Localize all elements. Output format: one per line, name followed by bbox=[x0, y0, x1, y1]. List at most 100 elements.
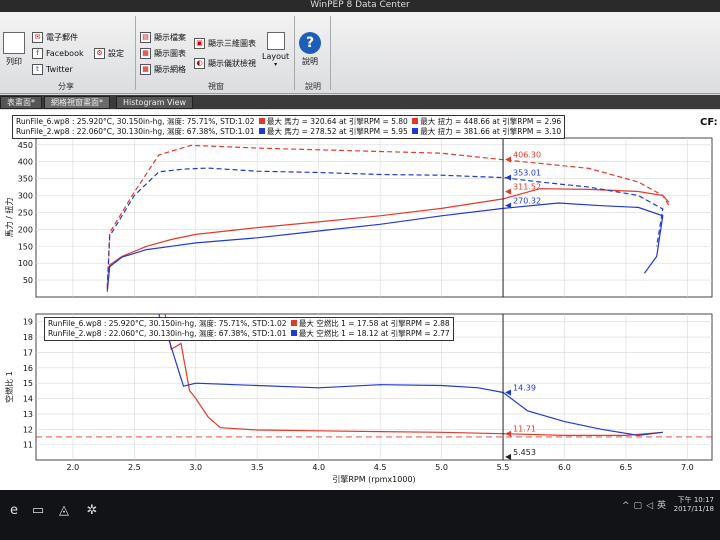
y-tick-label: 11 bbox=[23, 441, 33, 450]
x-axis-label: 引擎RPM (rpmx1000) bbox=[332, 474, 415, 484]
y-tick-label: 15 bbox=[23, 379, 33, 388]
clock[interactable]: 下午 10:17 2017/11/18 bbox=[674, 496, 714, 514]
cf-label: CF: bbox=[700, 117, 718, 128]
dyno-charts[interactable]: 50 100 150 200 250 300 350 400 450 馬力 / 扭力 406.30 3… bbox=[0, 110, 720, 490]
legend-row-run6: RunFile_6.wp8 : 25.920°C, 30.150in-hg, 濕… bbox=[48, 319, 450, 329]
series-line bbox=[158, 313, 663, 437]
settings-button[interactable]: ⚙ 設定 bbox=[94, 48, 124, 59]
x-tick-label: 2.0 bbox=[67, 463, 80, 472]
legend-run6-tq: 最大 扭力 = 448.66 at 引擎RPM = 2.96 bbox=[420, 117, 562, 126]
taskbar: e ▭ ◬ ✲ ^▢◁英 下午 10:17 2017/11/18 bbox=[0, 490, 720, 540]
clock-date: 2017/11/18 bbox=[673, 505, 714, 513]
legend-run2-info: RunFile_2.wp8 : 22.060°C, 30.130in-hg, 濕… bbox=[48, 329, 287, 338]
y-tick-label: 50 bbox=[23, 276, 33, 285]
bottom-legend: RunFile_6.wp8 : 25.920°C, 30.150in-hg, 濕… bbox=[44, 317, 454, 341]
x-tick-label: 3.5 bbox=[251, 463, 264, 472]
email-button[interactable]: ✉ 電子郵件 bbox=[32, 32, 78, 43]
layout-button[interactable]: Layout ▾ bbox=[262, 32, 289, 68]
app-icon[interactable]: ◬ bbox=[59, 502, 69, 518]
twitter-button[interactable]: t Twitter bbox=[32, 64, 73, 75]
group-divider bbox=[330, 16, 331, 90]
y-tick-label: 250 bbox=[18, 208, 33, 217]
settings-label: 設定 bbox=[108, 49, 124, 58]
show-grid-button[interactable]: ▦ 顯示網格 bbox=[140, 64, 186, 75]
chevron-up-icon[interactable]: ^ bbox=[622, 501, 634, 511]
window-title: WinPEP 8 Data Center bbox=[0, 0, 720, 12]
legend-swatch-blue bbox=[290, 330, 297, 336]
plot-frame bbox=[35, 137, 713, 298]
facebook-icon: f bbox=[32, 48, 43, 59]
legend-run2-info: RunFile_2.wp8 : 22.060°C, 30.130in-hg, 濕… bbox=[16, 127, 255, 136]
tab-histogram-view[interactable]: Histogram View bbox=[116, 96, 194, 109]
x-tick-label: 7.0 bbox=[681, 463, 694, 472]
legend-swatch-blue bbox=[258, 128, 265, 134]
tab-chart-view[interactable]: 表畫面* bbox=[0, 96, 42, 109]
clock-time: 下午 10:17 bbox=[677, 496, 714, 504]
network-icon[interactable]: ▢ bbox=[633, 501, 647, 511]
legend-run6-afr: 最大 空燃比 1 = 17.58 at 引擎RPM = 2.88 bbox=[298, 319, 450, 328]
view-group-label: 視窗 bbox=[208, 82, 224, 91]
group-divider bbox=[294, 16, 295, 90]
system-tray[interactable]: ^▢◁英 bbox=[622, 498, 670, 511]
cursor-value-label: 270.32 bbox=[513, 197, 541, 206]
legend-swatch-blue bbox=[412, 128, 419, 134]
print-button[interactable]: 列印 bbox=[3, 32, 25, 67]
help-label: 說明 bbox=[302, 57, 318, 66]
show-hrs-label: 顯示儀狀檢視 bbox=[208, 59, 256, 68]
twitter-icon: t bbox=[32, 64, 43, 75]
cursor-value-label: 353.01 bbox=[513, 169, 541, 178]
edge-icon[interactable]: e bbox=[10, 502, 18, 518]
3d-chart-icon: ▣ bbox=[194, 38, 205, 49]
chevron-down-icon: ▾ bbox=[274, 61, 278, 68]
y-tick-label: 200 bbox=[18, 225, 33, 234]
legend-row-run6: RunFile_6.wp8 : 25.920°C, 30.150in-hg, 濕… bbox=[16, 117, 561, 127]
help-group-label: 說明 bbox=[305, 82, 321, 91]
chart-icon: ▦ bbox=[140, 48, 151, 59]
settings-icon[interactable]: ✲ bbox=[86, 502, 98, 518]
volume-icon[interactable]: ◁ bbox=[646, 501, 657, 511]
tab-grid-view[interactable]: 網格視窗畫面* bbox=[44, 96, 110, 109]
file-icon: ▤ bbox=[140, 32, 151, 43]
legend-row-run2: RunFile_2.wp8 : 22.060°C, 30.130in-hg, 濕… bbox=[16, 127, 561, 137]
cursor-value-label: 406.30 bbox=[513, 151, 541, 160]
legend-swatch-red bbox=[258, 118, 265, 124]
cursor-value-label: 5.453 bbox=[513, 448, 536, 457]
series-line bbox=[106, 188, 670, 292]
help-button[interactable]: ? 說明 bbox=[299, 32, 321, 67]
facebook-button[interactable]: f Facebook bbox=[32, 48, 84, 59]
x-tick-label: 6.0 bbox=[558, 463, 571, 472]
chart-area[interactable]: 50 100 150 200 250 300 350 400 450 馬力 / 扭力 406.30 3… bbox=[0, 110, 720, 490]
x-tick-label: 5.5 bbox=[497, 463, 510, 472]
cursor-marker bbox=[505, 202, 512, 209]
group-divider bbox=[135, 16, 136, 90]
cursor-marker bbox=[505, 174, 512, 181]
x-tick-label: 6.5 bbox=[620, 463, 633, 472]
y-tick-label: 12 bbox=[23, 425, 33, 434]
legend-row-run2: RunFile_2.wp8 : 22.060°C, 30.130in-hg, 濕… bbox=[48, 329, 450, 339]
x-tick-label: 3.0 bbox=[189, 463, 202, 472]
y-tick-label: 150 bbox=[18, 242, 33, 251]
show-3d-button[interactable]: ▣ 顯示三維圖表 bbox=[194, 38, 256, 49]
y-tick-label: 450 bbox=[18, 141, 33, 150]
grid-icon: ▦ bbox=[140, 64, 151, 75]
ime-indicator[interactable]: 英 bbox=[656, 501, 670, 511]
legend-run6-hp: 最大 馬力 = 320.64 at 引擎RPM = 5.80 bbox=[266, 117, 408, 126]
show-grid-label: 顯示網格 bbox=[154, 65, 186, 74]
cursor-marker bbox=[505, 430, 512, 437]
show-file-button[interactable]: ▤ 顯示檔案 bbox=[140, 32, 186, 43]
cursor-marker bbox=[505, 156, 512, 163]
cursor-marker bbox=[505, 389, 512, 396]
printer-icon bbox=[3, 32, 25, 54]
series-line bbox=[106, 144, 670, 287]
show-3d-label: 顯示三維圖表 bbox=[208, 39, 256, 48]
gear-icon: ⚙ bbox=[94, 48, 105, 59]
series-line bbox=[106, 202, 664, 291]
y-tick-label: 18 bbox=[23, 333, 33, 342]
show-file-label: 顯示檔案 bbox=[154, 33, 186, 42]
folder-icon[interactable]: ▭ bbox=[31, 502, 45, 518]
x-tick-label: 5.0 bbox=[435, 463, 448, 472]
show-chart-button[interactable]: ▦ 顯示圖表 bbox=[140, 48, 186, 59]
show-hrs-button[interactable]: ◐ 顯示儀狀檢視 bbox=[194, 58, 256, 69]
gauge-icon: ◐ bbox=[194, 58, 205, 69]
top-legend: RunFile_6.wp8 : 25.920°C, 30.150in-hg, 濕… bbox=[12, 115, 566, 139]
